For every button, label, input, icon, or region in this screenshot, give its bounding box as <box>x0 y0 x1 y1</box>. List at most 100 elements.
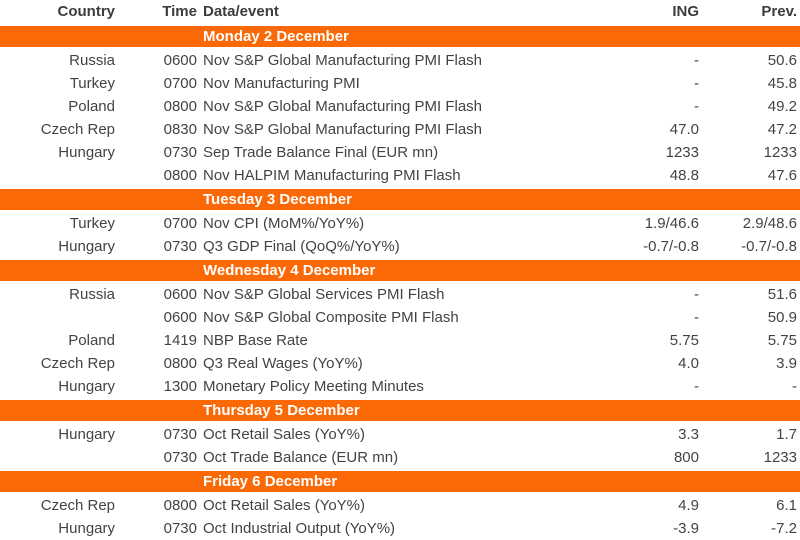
time-cell: 0730 <box>163 449 197 466</box>
time-cell: 0730 <box>163 238 197 255</box>
day-section-header: Thursday 5 December <box>0 400 800 421</box>
day-section-title: Tuesday 3 December <box>203 191 352 208</box>
time-cell: 0600 <box>163 52 197 69</box>
country-cell: Turkey <box>69 75 115 92</box>
country-cell: Hungary <box>58 378 115 395</box>
time-cell: 1419 <box>163 332 197 349</box>
country-cell: Poland <box>68 332 115 349</box>
table-row: Hungary 0730 Q3 GDP Final (QoQ%/YoY%) -0.7/… <box>0 235 800 258</box>
time-cell: 0830 <box>163 121 197 138</box>
ing-forecast-cell: - <box>694 75 699 92</box>
event-cell: Nov S&P Global Composite PMI Flash <box>203 309 459 326</box>
day-section-header: Wednesday 4 December <box>0 260 800 281</box>
event-cell: Q3 Real Wages (YoY%) <box>203 355 363 372</box>
country-cell: Czech Rep <box>40 497 115 514</box>
table-row: Russia 0600 Nov S&P Global Manufacturing P… <box>0 49 800 72</box>
column-header-time: Time <box>162 3 197 20</box>
time-cell: 0600 <box>163 286 197 303</box>
previous-value-cell: 2.9/48.6 <box>742 215 797 232</box>
ing-forecast-cell: 48.8 <box>669 167 699 184</box>
event-cell: Oct Retail Sales (YoY%) <box>203 426 366 443</box>
country-cell: Czech Rep <box>40 121 115 138</box>
table-row: Russia 0600 Nov S&P Global Services PMI Fl… <box>0 283 800 306</box>
event-cell: Sep Trade Balance Final (EUR mn) <box>203 144 439 161</box>
day-section-title: Monday 2 December <box>203 28 349 45</box>
event-cell: Monetary Policy Meeting Minutes <box>203 378 424 395</box>
day-section-title: Wednesday 4 December <box>203 262 376 279</box>
time-cell: 0730 <box>163 520 197 537</box>
column-header-data-event: Data/event <box>203 3 279 20</box>
country-cell: Hungary <box>58 426 115 443</box>
event-cell: Nov S&P Global Manufacturing PMI Flash <box>203 98 483 115</box>
ing-forecast-cell: - <box>694 309 699 326</box>
previous-value-cell: 5.75 <box>767 332 797 349</box>
event-cell: NBP Base Rate <box>203 332 308 349</box>
day-section-header: Tuesday 3 December <box>0 189 800 210</box>
previous-value-cell: 47.2 <box>767 121 797 138</box>
table-row: Poland 1419 NBP Base Rate 5.75 5.75 <box>0 329 800 352</box>
ing-forecast-cell: -3.9 <box>673 520 699 537</box>
event-cell: Nov CPI (MoM%/YoY%) <box>203 215 365 232</box>
day-section-title: Friday 6 December <box>203 473 338 490</box>
previous-value-cell: 49.2 <box>767 98 797 115</box>
ing-forecast-cell: 3.3 <box>678 426 699 443</box>
event-cell: Nov HALPIM Manufacturing PMI Flash <box>203 167 461 184</box>
ing-forecast-cell: 4.9 <box>678 497 699 514</box>
time-cell: 0730 <box>163 144 197 161</box>
country-cell: Russia <box>69 52 115 69</box>
table-row: 0800 Nov HALPIM Manufacturing PMI Flash 48… <box>0 164 800 187</box>
table-body: Monday 2 December Russia 0600 Nov S&P Globa… <box>0 26 800 540</box>
time-cell: 0730 <box>163 426 197 443</box>
previous-value-cell: 3.9 <box>776 355 797 372</box>
previous-value-cell: 50.6 <box>767 52 797 69</box>
table-row: 0730 Oct Trade Balance (EUR mn) 800 1233 <box>0 446 800 469</box>
column-header-prev: Prev. <box>761 3 797 20</box>
table-row: Turkey 0700 Nov Manufacturing PMI - 45.8 <box>0 72 800 95</box>
country-cell: Russia <box>69 286 115 303</box>
table-row: Hungary 1300 Monetary Policy Meeting Minut… <box>0 375 800 398</box>
country-cell: Czech Rep <box>40 355 115 372</box>
table-row: Hungary 0730 Oct Retail Sales (YoY%) 3.3 1.7 <box>0 423 800 446</box>
ing-forecast-cell: 1233 <box>665 144 699 161</box>
day-section-title: Thursday 5 December <box>203 402 360 419</box>
ing-forecast-cell: - <box>694 52 699 69</box>
time-cell: 0800 <box>163 167 197 184</box>
event-cell: Nov S&P Global Manufacturing PMI Flash <box>203 121 483 138</box>
country-cell: Poland <box>68 98 115 115</box>
event-cell: Nov Manufacturing PMI <box>203 75 360 92</box>
event-cell: Nov S&P Global Manufacturing PMI Flash <box>203 52 483 69</box>
ing-forecast-cell: 800 <box>673 449 699 466</box>
previous-value-cell: 45.8 <box>767 75 797 92</box>
event-cell: Q3 GDP Final (QoQ%/YoY%) <box>203 238 400 255</box>
ing-forecast-cell: 47.0 <box>669 121 699 138</box>
ing-forecast-cell: -0.7/-0.8 <box>643 238 699 255</box>
time-cell: 0800 <box>163 355 197 372</box>
previous-value-cell: -7.2 <box>771 520 797 537</box>
previous-value-cell: 51.6 <box>767 286 797 303</box>
country-cell <box>0 164 115 187</box>
ing-forecast-cell: - <box>694 378 699 395</box>
event-cell: Oct Retail Sales (YoY%) <box>203 497 366 514</box>
ing-forecast-cell: - <box>694 98 699 115</box>
previous-value-cell: 50.9 <box>767 309 797 326</box>
event-cell: Oct Industrial Output (YoY%) <box>203 520 396 537</box>
time-cell: 0600 <box>163 309 197 326</box>
time-cell: 0800 <box>163 497 197 514</box>
country-cell <box>0 446 115 469</box>
day-section-header: Monday 2 December <box>0 26 800 47</box>
country-cell: Hungary <box>58 520 115 537</box>
table-row: Hungary 0730 Oct Industrial Output (YoY%) -… <box>0 517 800 540</box>
ing-forecast-cell: 1.9/46.6 <box>644 215 699 232</box>
table-row: Czech Rep 0830 Nov S&P Global Manufacturin… <box>0 118 800 141</box>
event-cell: Oct Trade Balance (EUR mn) <box>203 449 399 466</box>
table-row: 0600 Nov S&P Global Composite PMI Flash - 5… <box>0 306 800 329</box>
time-cell: 0700 <box>163 75 197 92</box>
event-cell: Nov S&P Global Services PMI Flash <box>203 286 445 303</box>
table-row: Czech Rep 0800 Q3 Real Wages (YoY%) 4.0 3.9 <box>0 352 800 375</box>
country-cell: Hungary <box>58 238 115 255</box>
country-cell: Hungary <box>58 144 115 161</box>
previous-value-cell: 6.1 <box>776 497 797 514</box>
day-section-header: Friday 6 December <box>0 471 800 492</box>
previous-value-cell: 47.6 <box>767 167 797 184</box>
